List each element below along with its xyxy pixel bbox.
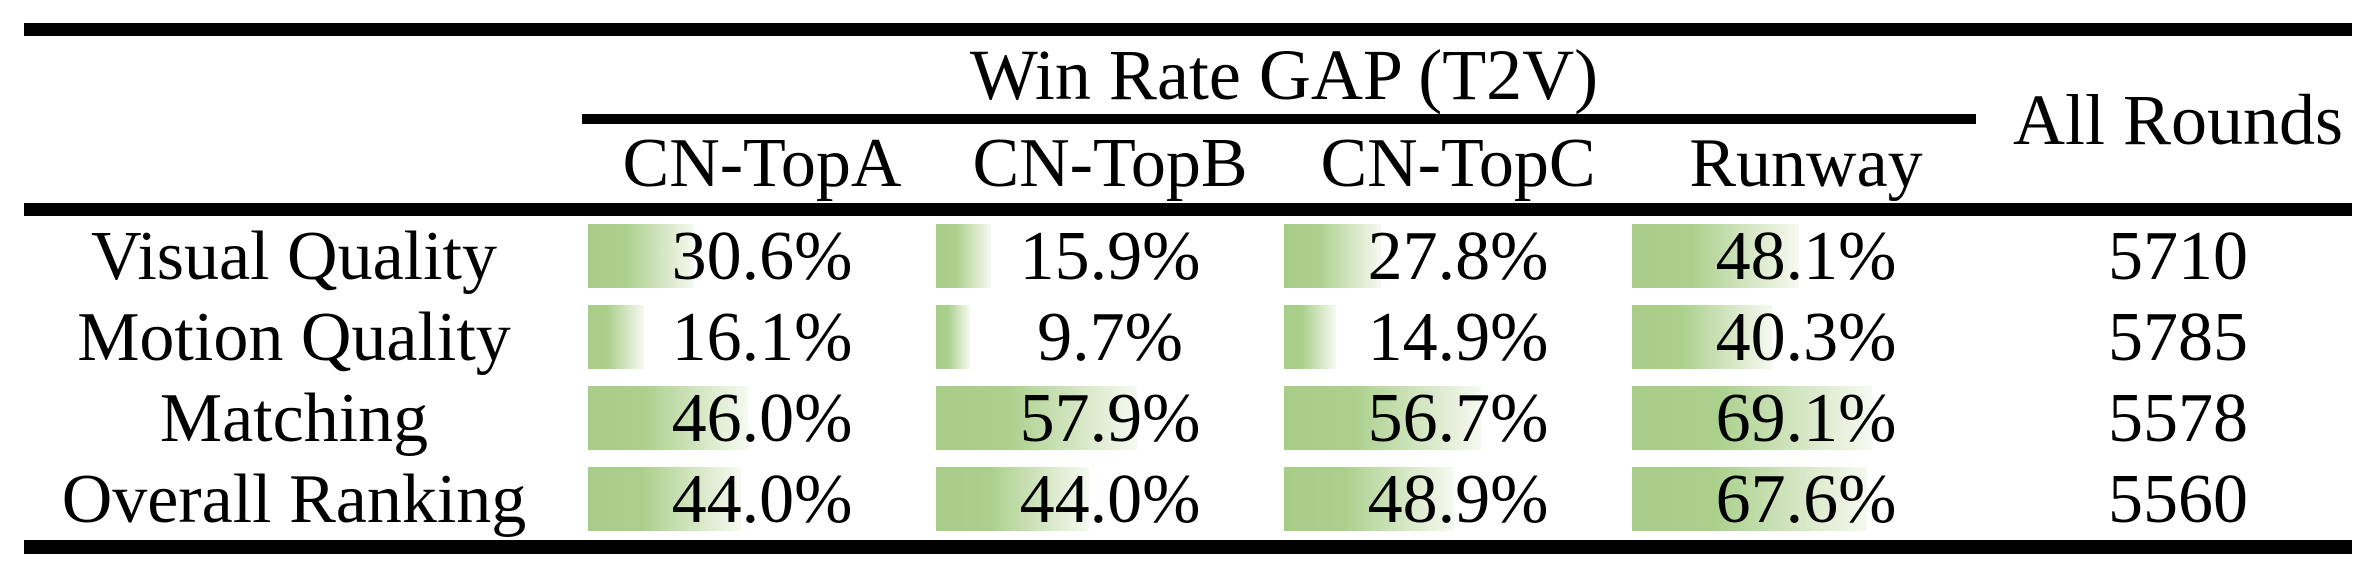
top-rule (24, 23, 2352, 36)
column-header-cn-topa: CN-TopA (622, 124, 902, 202)
win-rate-value: 14.9% (1367, 298, 1549, 376)
win-rate-bar (1284, 305, 1336, 369)
win-rate-bar (588, 386, 749, 450)
header-group: Win Rate GAP (T2V) CN-TopA CN-TopB CN-To… (582, 35, 1980, 203)
bar-cell: 14.9% (1284, 297, 1632, 378)
win-rate-bar (936, 467, 1090, 531)
column-header-all-rounds: All Rounds (2012, 79, 2344, 160)
bar-cell: 69.1% (1632, 378, 1980, 459)
win-rate-bar (1632, 386, 1873, 450)
all-rounds-value: 5560 (2108, 460, 2248, 538)
table-row-overall-ranking: Overall Ranking 44.0% 44.0% 48.9% 67.6% … (0, 459, 2376, 540)
win-rate-value: 48.9% (1367, 460, 1549, 538)
win-rate-bar (588, 305, 645, 369)
row-label: Motion Quality (77, 298, 511, 376)
win-rate-bar (1284, 467, 1455, 531)
bottom-rule (24, 540, 2352, 554)
win-rate-value: 44.0% (1019, 460, 1201, 538)
win-rate-bar (1632, 305, 1773, 369)
row-label: Visual Quality (90, 217, 498, 295)
bar-cell: 48.1% (1632, 216, 1980, 297)
bar-cell: 27.8% (1284, 216, 1632, 297)
table-header: Win Rate GAP (T2V) CN-TopA CN-TopB CN-To… (0, 36, 2376, 203)
bar-cell: 48.9% (1284, 459, 1632, 540)
win-rate-bar (936, 386, 1138, 450)
column-header-cn-topb: CN-TopB (972, 124, 1248, 202)
win-rate-value: 40.3% (1715, 298, 1897, 376)
header-bottom-rule (24, 203, 2352, 216)
bar-cell: 56.7% (1284, 378, 1632, 459)
bar-cell: 57.9% (936, 378, 1284, 459)
column-headers: CN-TopA CN-TopB CN-TopC Runway (588, 124, 1980, 203)
group-title: Win Rate GAP (T2V) (969, 35, 1599, 115)
all-rounds-value: 5710 (2108, 217, 2248, 295)
win-rate-value: 56.7% (1367, 379, 1549, 457)
win-rate-value: 44.0% (671, 460, 853, 538)
group-underline-rule (582, 114, 1976, 124)
row-label: Overall Ranking (61, 460, 527, 538)
column-header-cn-topc: CN-TopC (1320, 124, 1596, 202)
all-rounds-value: 5785 (2108, 298, 2248, 376)
win-rate-value: 9.7% (1037, 298, 1183, 376)
header-empty-cell (0, 36, 588, 203)
win-rate-bar (1284, 224, 1381, 288)
table-body: Visual Quality 30.6% 15.9% 27.8% 48.1% 5… (0, 216, 2376, 540)
bar-cell: 46.0% (588, 378, 936, 459)
win-rate-value: 67.6% (1715, 460, 1897, 538)
win-rate-value: 30.6% (671, 217, 853, 295)
bar-cell: 44.0% (936, 459, 1284, 540)
win-rate-value: 57.9% (1019, 379, 1201, 457)
row-label: Matching (159, 379, 429, 457)
win-rate-bar (588, 224, 695, 288)
all-rounds-value: 5578 (2108, 379, 2248, 457)
table-row-motion-quality: Motion Quality 16.1% 9.7% 14.9% 40.3% 57… (0, 297, 2376, 378)
bar-cell: 44.0% (588, 459, 936, 540)
win-rate-bar (936, 224, 992, 288)
bar-cell: 15.9% (936, 216, 1284, 297)
win-rate-bar (1632, 467, 1868, 531)
bar-cell: 30.6% (588, 216, 936, 297)
win-rate-value: 46.0% (671, 379, 853, 457)
table-row-matching: Matching 46.0% 57.9% 56.7% 69.1% 5578 (0, 378, 2376, 459)
win-rate-bar (588, 467, 742, 531)
win-rate-bar (1632, 224, 1800, 288)
win-rate-bar (1284, 386, 1482, 450)
table-row-visual-quality: Visual Quality 30.6% 15.9% 27.8% 48.1% 5… (0, 216, 2376, 297)
win-rate-value: 48.1% (1715, 217, 1897, 295)
bar-cell: 40.3% (1632, 297, 1980, 378)
bar-cell: 9.7% (936, 297, 1284, 378)
bar-cell: 16.1% (588, 297, 936, 378)
column-header-runway: Runway (1689, 124, 1923, 202)
win-rate-value: 69.1% (1715, 379, 1897, 457)
win-rate-bar (936, 305, 970, 369)
win-rate-value: 16.1% (671, 298, 853, 376)
win-rate-value: 15.9% (1019, 217, 1201, 295)
bar-cell: 67.6% (1632, 459, 1980, 540)
win-rate-value: 27.8% (1367, 217, 1549, 295)
